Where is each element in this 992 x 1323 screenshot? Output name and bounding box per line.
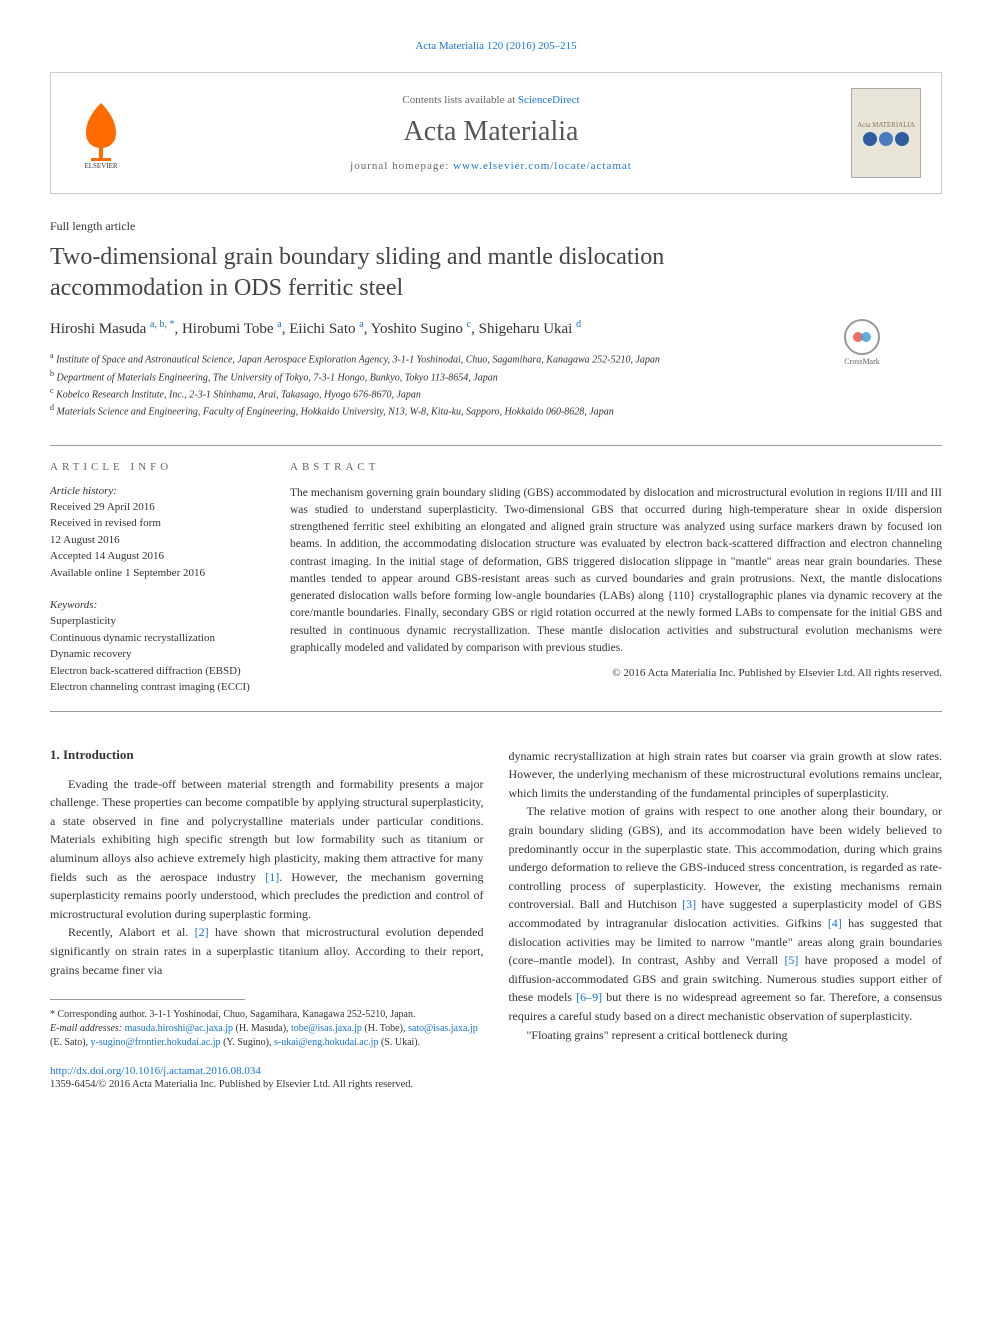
journal-homepage: journal homepage: www.elsevier.com/locat…	[151, 160, 831, 172]
keyword-item: Continuous dynamic recrystallization	[50, 630, 260, 647]
email-addresses-footnote: E-mail addresses: masuda.hiroshi@ac.jaxa…	[50, 1022, 484, 1050]
journal-header: ELSEVIER Contents lists available at Sci…	[50, 72, 942, 194]
citation-ref-6-9[interactable]: [6–9]	[576, 990, 602, 1004]
abstract-copyright: © 2016 Acta Materialia Inc. Published by…	[290, 667, 942, 679]
email-link[interactable]: masuda.hiroshi@ac.jaxa.jp	[125, 1023, 233, 1034]
affiliation-line: a Institute of Space and Astronautical S…	[50, 350, 942, 367]
affiliations: a Institute of Space and Astronautical S…	[50, 350, 942, 419]
history-item: Received 29 April 2016	[50, 499, 260, 516]
body-paragraph: The relative motion of grains with respe…	[509, 802, 943, 1025]
article-type: Full length article	[50, 219, 942, 234]
svg-text:ELSEVIER: ELSEVIER	[84, 162, 117, 168]
body-paragraph: dynamic recrystallization at high strain…	[509, 747, 943, 803]
crossmark-badge[interactable]: CrossMark	[832, 319, 892, 369]
homepage-link[interactable]: www.elsevier.com/locate/actamat	[453, 160, 632, 172]
article-info-label: ARTICLE INFO	[50, 461, 260, 473]
elsevier-logo: ELSEVIER	[71, 98, 131, 168]
doi-line: http://dx.doi.org/10.1016/j.actamat.2016…	[50, 1065, 484, 1077]
body-paragraph: Recently, Alabort et al. [2] have shown …	[50, 923, 484, 979]
history-label: Article history:	[50, 485, 260, 497]
footnote-separator	[50, 999, 245, 1000]
journal-name: Acta Materialia	[151, 116, 831, 148]
citation-ref-4[interactable]: [4]	[828, 916, 842, 930]
abstract-text: The mechanism governing grain boundary s…	[290, 485, 942, 658]
history-item: Available online 1 September 2016	[50, 565, 260, 582]
citation-line: Acta Materialia 120 (2016) 205–215	[50, 40, 942, 52]
keyword-item: Electron back-scattered diffraction (EBS…	[50, 663, 260, 680]
abstract-column: ABSTRACT The mechanism governing grain b…	[290, 461, 942, 696]
issn-line: 1359-6454/© 2016 Acta Materialia Inc. Pu…	[50, 1079, 484, 1090]
citation-ref-1[interactable]: [1]	[265, 870, 279, 884]
keyword-item: Electron channeling contrast imaging (EC…	[50, 679, 260, 696]
keyword-item: Dynamic recovery	[50, 646, 260, 663]
email-link[interactable]: sato@isas.jaxa.jp	[408, 1023, 478, 1034]
keywords-label: Keywords:	[50, 599, 260, 611]
history-item: Received in revised form	[50, 515, 260, 532]
keyword-item: Superplasticity	[50, 613, 260, 630]
contents-available: Contents lists available at ScienceDirec…	[151, 94, 831, 106]
authors-line: Hiroshi Masuda a, b, *, Hirobumi Tobe a,…	[50, 319, 942, 338]
elsevier-tree-icon: ELSEVIER	[71, 98, 131, 168]
section-heading-intro: 1. Introduction	[50, 747, 484, 763]
doi-link[interactable]: http://dx.doi.org/10.1016/j.actamat.2016…	[50, 1065, 261, 1077]
affiliation-line: d Materials Science and Engineering, Fac…	[50, 402, 942, 419]
body-columns: 1. Introduction Evading the trade-off be…	[50, 747, 942, 1091]
abstract-label: ABSTRACT	[290, 461, 942, 473]
history-item: 12 August 2016	[50, 532, 260, 549]
sciencedirect-link[interactable]: ScienceDirect	[518, 94, 580, 106]
body-column-left: 1. Introduction Evading the trade-off be…	[50, 747, 484, 1091]
citation-ref-5[interactable]: [5]	[784, 953, 798, 967]
corresponding-author-footnote: * Corresponding author. 3-1-1 Yoshinodai…	[50, 1008, 484, 1022]
journal-cover-thumbnail: Acta MATERIALIA	[851, 88, 921, 178]
affiliation-line: c Kobelco Research Institute, Inc., 2-3-…	[50, 385, 942, 402]
article-title: Two-dimensional grain boundary sliding a…	[50, 242, 808, 304]
email-link[interactable]: tobe@isas.jaxa.jp	[291, 1023, 362, 1034]
email-link[interactable]: s-ukai@eng.hokudai.ac.jp	[274, 1037, 378, 1048]
body-paragraph: Evading the trade-off between material s…	[50, 775, 484, 924]
affiliation-line: b Department of Materials Engineering, T…	[50, 368, 942, 385]
history-item: Accepted 14 August 2016	[50, 548, 260, 565]
citation-ref-3[interactable]: [3]	[682, 897, 696, 911]
crossmark-icon	[844, 319, 880, 355]
body-column-right: dynamic recrystallization at high strain…	[509, 747, 943, 1091]
email-link[interactable]: y-sugino@frontier.hokudai.ac.jp	[91, 1037, 221, 1048]
body-paragraph: "Floating grains" represent a critical b…	[509, 1026, 943, 1045]
citation-ref-2[interactable]: [2]	[195, 925, 209, 939]
article-info-column: ARTICLE INFO Article history: Received 2…	[50, 461, 260, 696]
